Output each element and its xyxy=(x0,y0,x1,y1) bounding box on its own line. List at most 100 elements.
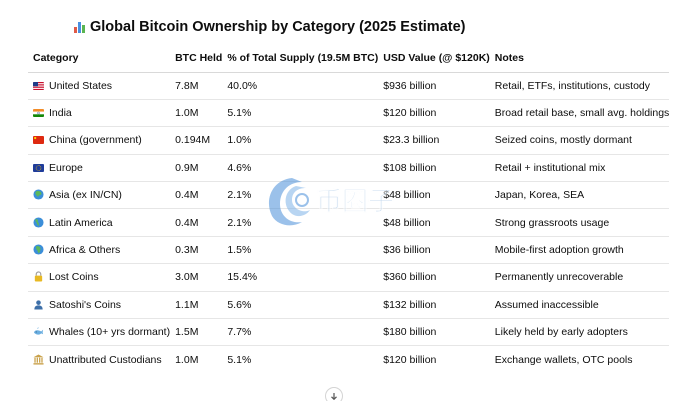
cell-btc-held: 1.0M xyxy=(175,353,199,366)
cell-btc-held: 1.5M xyxy=(170,318,223,347)
table-row: Satoshi's Coins 1.1M 5.6% $132 billion Assum… xyxy=(28,291,670,320)
header-notes: Notes xyxy=(489,45,670,73)
category-label: India xyxy=(49,107,72,120)
header-category: Category xyxy=(28,45,171,73)
cell-usd-value: $936 billion xyxy=(378,72,490,100)
cell-category: Lost Coins xyxy=(28,263,171,292)
cell-pct-supply: 2.1% xyxy=(222,181,379,210)
lock-icon xyxy=(33,271,49,283)
cell-btc-held: 1.1M xyxy=(170,291,223,320)
globe-africa-icon xyxy=(33,244,49,256)
table-header-row: Category BTC Held % of Total Supply (19.… xyxy=(28,45,670,73)
page-title-row: Global Bitcoin Ownership by Category (20… xyxy=(73,17,465,37)
arrow-down-icon xyxy=(331,392,337,400)
cell-usd-value: $48 billion xyxy=(378,208,490,237)
cell-usd-value: $120 billion xyxy=(383,353,437,366)
cell-notes: Retail, ETFs, institutions, custody xyxy=(489,72,670,100)
category-label: Latin America xyxy=(49,216,113,229)
cell-btc-held: 3.0M xyxy=(170,263,223,292)
whale-icon xyxy=(33,326,49,338)
table-row: Latin America 0.4M 2.1% $48 billion Strong g… xyxy=(28,208,670,237)
table-row: United States 7.8M 40.0% $936 billion Retail… xyxy=(28,72,670,100)
person-silhouette-icon xyxy=(33,299,49,311)
cell-category: Satoshi's Coins xyxy=(28,291,171,320)
cell-btc-held: 0.194M xyxy=(170,126,223,155)
category-label: Lost Coins xyxy=(49,271,99,284)
cell-category: Whales (10+ yrs dormant) xyxy=(28,318,171,347)
cell-category: India xyxy=(28,99,171,128)
table-row: Lost Coins 3.0M 15.4% $360 billion Permanent… xyxy=(28,263,670,292)
ownership-table: Category BTC Held % of Total Supply (19.… xyxy=(28,45,670,373)
cell-btc-held: 1.0M xyxy=(170,99,223,128)
table-row: China (government) 0.194M 1.0% $23.3 billio… xyxy=(28,126,670,155)
cell-usd-value: $48 billion xyxy=(378,181,490,210)
cell-pct-supply: 2.1% xyxy=(222,208,379,237)
cell-btc-held: 0.3M xyxy=(170,236,223,265)
category-label: United States xyxy=(49,79,113,92)
cell-btc-held: 0.4M xyxy=(170,181,223,210)
china-flag-icon xyxy=(33,134,49,146)
header-usd-value: USD Value (@ $120K) xyxy=(378,45,490,73)
table-row: Unattributed Custodians 1.0M 5.1% $120 bill… xyxy=(28,346,669,373)
cell-notes: Mobile-first adoption growth xyxy=(489,236,670,265)
cell-pct-supply: 4.6% xyxy=(222,154,379,183)
cell-notes: Exchange wallets, OTC pools xyxy=(494,353,633,366)
cell-category: Latin America xyxy=(28,208,171,237)
category-label: Asia (ex IN/CN) xyxy=(49,189,122,202)
cell-category: Europe xyxy=(28,154,171,183)
cell-category: China (government) xyxy=(28,126,171,155)
cell-notes: Strong grassroots usage xyxy=(489,208,670,237)
scroll-down-button[interactable] xyxy=(325,387,343,401)
cell-btc-held: 0.9M xyxy=(170,154,223,183)
cell-usd-value: $360 billion xyxy=(378,263,490,292)
cell-notes: Seized coins, mostly dormant xyxy=(489,126,670,155)
globe-americas-icon xyxy=(33,217,49,229)
table-row: Africa & Others 0.3M 1.5% $36 billion Mobile… xyxy=(28,236,670,265)
cell-pct-supply: 5.6% xyxy=(222,291,379,320)
category-label: Africa & Others xyxy=(49,244,121,257)
table-row: India 1.0M 5.1% $120 billion Broad retail ba… xyxy=(28,99,670,128)
cell-notes: Japan, Korea, SEA xyxy=(489,181,670,210)
cell-pct-supply: 40.0% xyxy=(222,72,379,100)
cell-usd-value: $132 billion xyxy=(378,291,490,320)
page-title: Global Bitcoin Ownership by Category (20… xyxy=(90,19,466,35)
cell-usd-value: $120 billion xyxy=(378,99,490,128)
header-btc-held: BTC Held xyxy=(170,45,223,73)
cell-notes: Broad retail base, small avg. holdings xyxy=(489,99,670,128)
cell-usd-value: $36 billion xyxy=(378,236,490,265)
cell-pct-supply: 5.1% xyxy=(222,99,379,128)
cell-category: Unattributed Custodians xyxy=(28,346,170,373)
cell-notes: Permanently unrecoverable xyxy=(489,263,670,292)
cell-category: Africa & Others xyxy=(28,236,171,265)
cell-usd-value: $180 billion xyxy=(378,318,490,347)
globe-asia-icon xyxy=(33,189,49,201)
cell-notes: Assumed inaccessible xyxy=(489,291,670,320)
cell-category: Asia (ex IN/CN) xyxy=(28,181,171,210)
header-pct-supply: % of Total Supply (19.5M BTC) xyxy=(222,45,379,73)
cell-notes: Retail + institutional mix xyxy=(489,154,670,183)
cell-pct-supply: 5.1% xyxy=(227,353,252,366)
category-label: Unattributed Custodians xyxy=(49,353,162,366)
cell-usd-value: $23.3 billion xyxy=(378,126,490,155)
eu-flag-icon xyxy=(33,162,49,174)
cell-pct-supply: 1.5% xyxy=(222,236,379,265)
cell-notes: Likely held by early adopters xyxy=(489,318,670,347)
cell-btc-held: 0.4M xyxy=(170,208,223,237)
cell-usd-value: $108 billion xyxy=(378,154,490,183)
category-label: China (government) xyxy=(49,134,142,147)
cell-btc-held: 7.8M xyxy=(170,72,223,100)
bank-icon xyxy=(33,354,49,366)
table-row: Europe 0.9M 4.6% $108 billion Retail + insti… xyxy=(28,154,670,183)
table-row: Asia (ex IN/CN) 0.4M 2.1% $48 billion Japan,… xyxy=(28,181,670,210)
category-label: Europe xyxy=(49,161,83,174)
us-flag-icon xyxy=(33,80,49,92)
category-label: Satoshi's Coins xyxy=(49,298,122,311)
india-flag-icon xyxy=(33,107,49,119)
table-row: Whales (10+ yrs dormant) 1.5M 7.7% $180 bil… xyxy=(28,318,670,347)
category-label: Whales (10+ yrs dormant) xyxy=(49,326,171,339)
bar-chart-icon xyxy=(73,21,86,34)
cell-pct-supply: 7.7% xyxy=(222,318,379,347)
cell-category: United States xyxy=(28,72,171,100)
cell-pct-supply: 15.4% xyxy=(222,263,379,292)
cell-pct-supply: 1.0% xyxy=(222,126,379,155)
